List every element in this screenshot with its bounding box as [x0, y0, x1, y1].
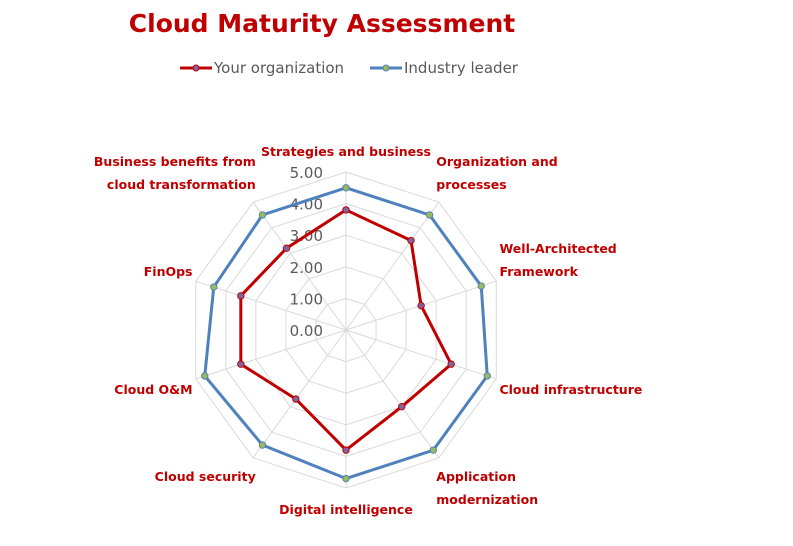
tick-label: 2.00 — [290, 259, 323, 277]
grid-spoke — [195, 280, 347, 331]
category-label: Business benefits from cloud transformati… — [94, 154, 256, 192]
data-point — [398, 402, 406, 411]
legend-marker-your-organization — [192, 64, 200, 72]
data-point — [201, 372, 209, 380]
legend-item-industry-leader: Industry leader — [370, 59, 519, 77]
category-label: Cloud O&M — [114, 382, 192, 397]
category-label: Digital intelligence — [279, 502, 413, 517]
data-point — [447, 360, 455, 368]
grid-spoke — [345, 329, 440, 459]
tick-label: 5.00 — [290, 164, 323, 182]
category-label: Strategies and business — [261, 144, 431, 159]
data-point — [425, 211, 434, 219]
category-labels: Strategies and business Organization and p… — [94, 144, 642, 517]
category-label-line: Application — [436, 469, 516, 484]
data-point — [282, 244, 291, 252]
legend-item-your-organization: Your organization — [180, 59, 344, 77]
data-point — [237, 292, 245, 300]
data-point — [342, 184, 350, 192]
category-label: Cloud infrastructure — [499, 382, 642, 397]
data-point — [407, 236, 415, 245]
category-label-line: modernization — [436, 492, 538, 507]
radar-spokes — [195, 172, 497, 488]
category-label-line: Business benefits from — [94, 154, 256, 169]
data-point — [237, 360, 245, 368]
data-series — [201, 184, 491, 483]
data-point — [292, 395, 300, 403]
category-label: Cloud security — [155, 469, 256, 484]
category-label-line: FinOps — [144, 264, 193, 279]
category-label: Application modernization — [436, 469, 538, 507]
tick-label: 4.00 — [290, 196, 323, 214]
tick-label: 1.00 — [290, 290, 323, 308]
tick-label: 0.00 — [290, 322, 323, 340]
category-label: Organization and processes — [436, 154, 557, 192]
grid-spoke — [252, 201, 347, 331]
data-point — [258, 441, 267, 449]
data-point — [210, 283, 218, 291]
category-label-line: Strategies and business — [261, 144, 431, 159]
legend-label-your-organization: Your organization — [213, 59, 344, 77]
category-label-line: Organization and — [436, 154, 557, 169]
grid-spoke — [345, 329, 497, 380]
data-point — [258, 211, 267, 219]
category-label-line: Digital intelligence — [279, 502, 413, 517]
legend-marker-industry-leader — [382, 64, 390, 72]
data-point — [477, 282, 485, 290]
category-label-line: processes — [436, 177, 506, 192]
legend-label-industry-leader: Industry leader — [404, 59, 519, 77]
data-point — [342, 474, 350, 483]
data-point — [429, 446, 437, 454]
category-label-line: cloud transformation — [107, 177, 256, 192]
data-point — [342, 446, 350, 454]
data-point — [483, 372, 491, 380]
category-label: FinOps — [144, 264, 193, 279]
category-label-line: Framework — [499, 264, 578, 279]
grid-spoke — [252, 329, 347, 459]
chart-title: Cloud Maturity Assessment — [129, 9, 515, 38]
grid-spoke — [345, 201, 440, 331]
data-point — [342, 206, 350, 214]
category-label-line: Cloud security — [155, 469, 256, 484]
category-label-line: Cloud infrastructure — [499, 382, 642, 397]
category-label-line: Well-Architected — [499, 241, 616, 256]
data-point — [417, 301, 425, 310]
grid-spoke — [195, 329, 347, 380]
category-label-line: Cloud O&M — [114, 382, 192, 397]
category-label: Well-Architected Framework — [499, 241, 616, 279]
legend: Your organization Industry leader — [180, 59, 519, 77]
